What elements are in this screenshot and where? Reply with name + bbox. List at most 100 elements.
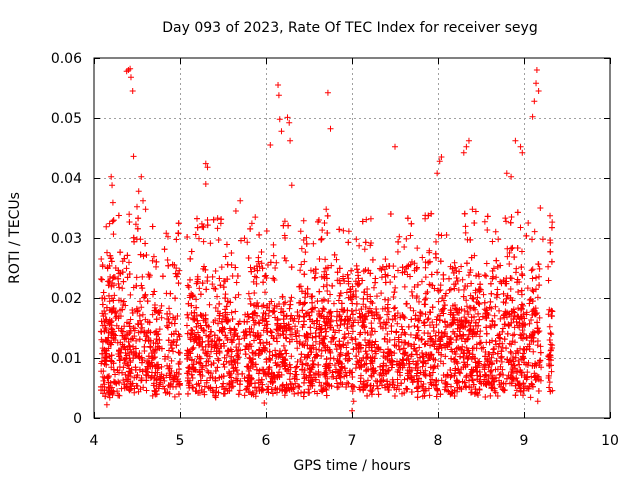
data-point bbox=[164, 310, 171, 317]
data-point bbox=[471, 390, 478, 397]
data-point bbox=[537, 205, 544, 211]
data-point bbox=[102, 357, 109, 364]
data-point bbox=[209, 387, 216, 394]
data-point bbox=[487, 322, 494, 329]
data-point bbox=[286, 338, 293, 345]
data-point bbox=[394, 248, 401, 255]
data-point bbox=[390, 305, 397, 312]
data-point bbox=[101, 381, 108, 388]
data-point bbox=[109, 275, 116, 282]
data-point bbox=[304, 362, 311, 369]
data-point bbox=[283, 335, 290, 342]
data-point bbox=[99, 276, 106, 283]
data-point bbox=[496, 377, 503, 384]
data-point bbox=[337, 374, 344, 381]
data-point bbox=[368, 347, 375, 354]
data-point bbox=[465, 137, 472, 144]
data-point bbox=[368, 391, 375, 398]
data-point bbox=[370, 365, 377, 372]
data-point bbox=[173, 265, 180, 272]
data-point bbox=[151, 387, 158, 394]
data-point bbox=[461, 350, 468, 357]
data-point bbox=[361, 289, 368, 296]
data-point bbox=[281, 392, 288, 399]
data-point bbox=[207, 240, 214, 247]
data-point bbox=[256, 367, 263, 374]
data-point bbox=[402, 350, 409, 357]
data-point bbox=[345, 228, 352, 235]
data-point bbox=[277, 332, 284, 339]
data-point bbox=[213, 341, 220, 348]
data-point bbox=[344, 321, 351, 328]
data-point bbox=[184, 390, 191, 397]
data-point bbox=[413, 385, 420, 392]
data-point bbox=[173, 342, 180, 349]
data-point bbox=[336, 327, 343, 334]
data-point bbox=[372, 275, 379, 282]
data-point bbox=[438, 232, 445, 239]
data-point bbox=[529, 308, 536, 315]
data-point bbox=[391, 289, 398, 296]
data-point bbox=[250, 310, 257, 317]
data-point bbox=[424, 357, 431, 364]
data-point bbox=[492, 303, 499, 310]
data-point bbox=[531, 374, 538, 381]
data-point bbox=[215, 389, 222, 396]
data-point bbox=[266, 364, 273, 371]
data-point bbox=[349, 382, 356, 389]
data-point bbox=[460, 349, 467, 356]
data-point bbox=[132, 221, 139, 228]
data-point bbox=[368, 320, 375, 327]
data-point bbox=[214, 225, 221, 232]
data-point bbox=[189, 346, 196, 353]
data-point bbox=[130, 350, 137, 357]
data-point bbox=[360, 319, 367, 326]
data-point bbox=[470, 367, 477, 374]
data-point bbox=[111, 292, 118, 299]
data-point bbox=[115, 280, 122, 287]
data-point bbox=[373, 293, 380, 300]
data-point bbox=[369, 328, 376, 335]
data-point bbox=[372, 348, 379, 355]
data-point bbox=[138, 173, 145, 180]
data-point bbox=[296, 383, 303, 390]
data-point bbox=[483, 382, 490, 389]
data-point bbox=[498, 348, 505, 355]
data-point bbox=[281, 362, 288, 369]
data-point bbox=[455, 287, 462, 294]
data-point bbox=[105, 329, 112, 336]
data-point bbox=[458, 335, 465, 342]
data-point bbox=[351, 383, 358, 390]
data-point bbox=[408, 220, 415, 227]
data-point bbox=[195, 389, 202, 396]
data-point bbox=[410, 307, 417, 314]
data-point bbox=[234, 360, 241, 367]
data-point bbox=[296, 283, 303, 290]
data-point bbox=[335, 358, 342, 365]
data-point bbox=[110, 297, 117, 304]
data-point bbox=[164, 233, 171, 240]
data-point bbox=[388, 364, 395, 371]
data-point bbox=[513, 387, 520, 394]
data-point bbox=[286, 305, 293, 312]
data-point bbox=[436, 158, 443, 165]
data-point bbox=[450, 311, 457, 318]
data-point bbox=[418, 278, 425, 285]
data-point bbox=[206, 333, 213, 340]
data-point bbox=[493, 357, 500, 364]
data-point bbox=[259, 381, 266, 388]
data-point bbox=[414, 357, 421, 364]
data-point bbox=[250, 317, 257, 324]
data-point bbox=[234, 352, 241, 359]
data-point bbox=[482, 353, 489, 360]
data-point bbox=[278, 309, 285, 316]
data-point bbox=[99, 350, 106, 357]
data-point bbox=[470, 295, 477, 302]
data-point bbox=[459, 378, 466, 385]
data-point bbox=[422, 372, 429, 379]
data-point bbox=[305, 386, 312, 393]
data-point bbox=[368, 309, 375, 316]
data-point bbox=[536, 314, 543, 321]
data-point bbox=[408, 316, 415, 323]
data-point bbox=[327, 308, 334, 315]
